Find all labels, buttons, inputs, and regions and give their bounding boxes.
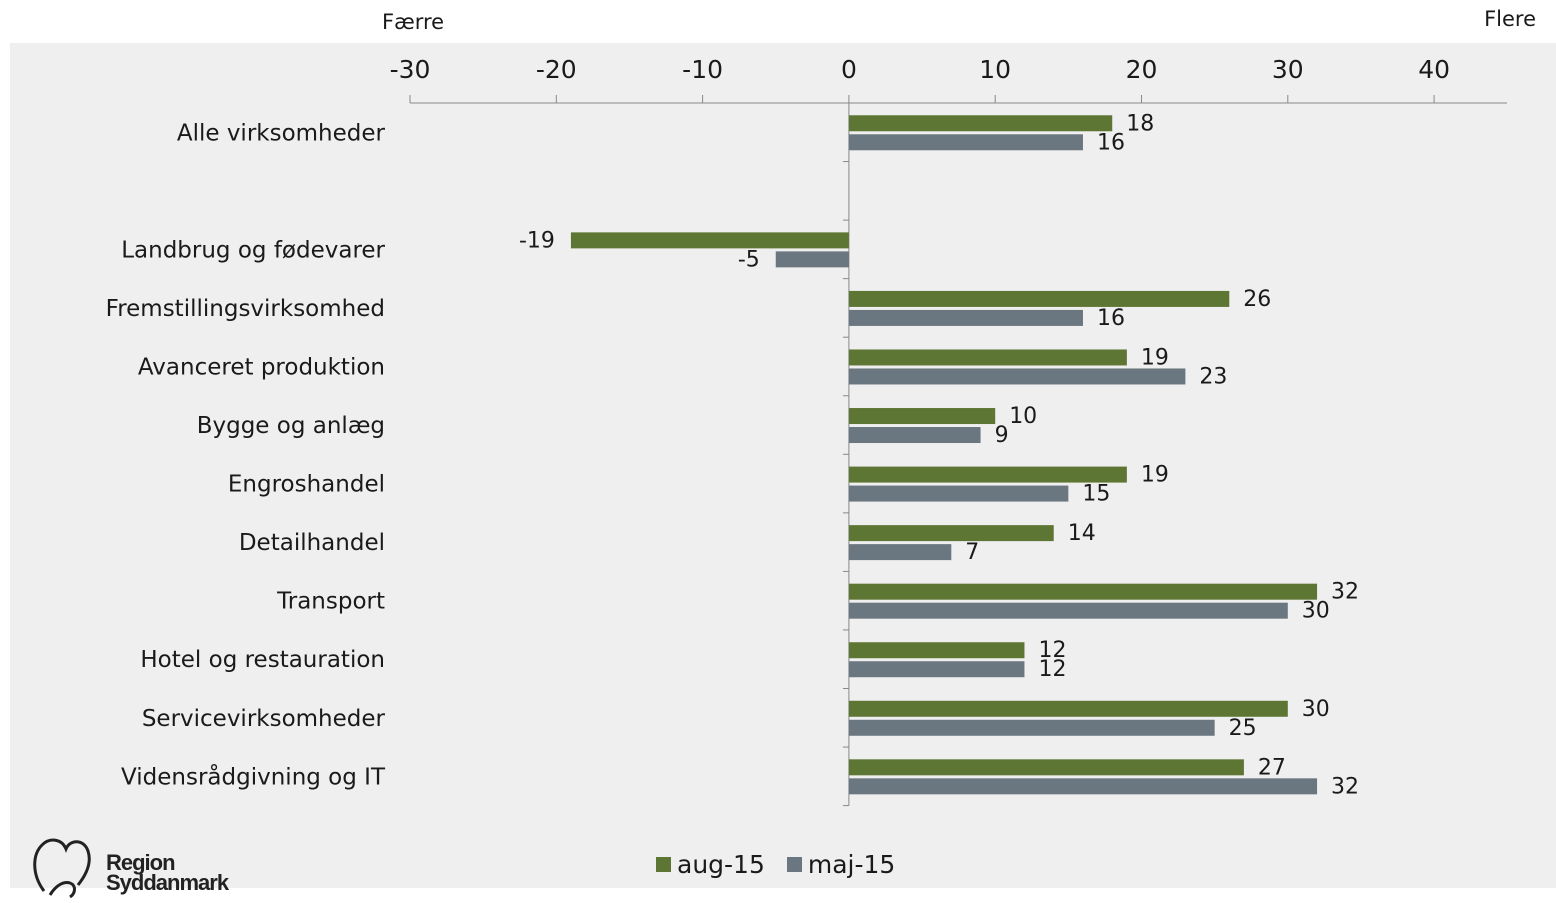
legend-label-maj: maj-15 [807,850,896,879]
legend-swatch-maj [786,857,802,872]
logo: Region Syddanmark [30,835,230,899]
logo-line-2: Syddanmark [106,870,229,895]
category-label: Servicevirksomheder [142,706,386,732]
data-label: 30 [1302,697,1330,722]
bar-aug [848,290,1230,307]
region-logo-icon [33,838,91,899]
legend: aug-15 maj-15 [656,850,917,879]
annotation-faerre: Færre [382,10,445,34]
bar-aug [570,232,849,249]
bar-aug [848,525,1054,542]
bar-maj [848,602,1288,619]
data-label: 32 [1331,580,1359,605]
bar-maj [848,368,1186,385]
legend-label-aug: aug-15 [677,850,765,879]
category-label: Alle virksomheder [177,120,386,146]
x-tick-label: -20 [536,55,577,84]
bar-maj [848,309,1083,326]
category-label: Vidensrådgivning og IT [121,762,386,790]
bar-aug [848,115,1113,132]
bar-aug [848,583,1318,600]
bar-maj [775,251,849,268]
bar-aug [848,642,1025,659]
category-label: Detailhandel [239,530,385,556]
x-tick-label: 40 [1418,55,1450,84]
bar-maj [848,661,1025,678]
category-label: Engroshandel [228,472,385,498]
category-label: Hotel og restauration [140,647,385,673]
category-label: Landbrug og fødevarer [121,237,385,263]
bar-maj [848,427,981,444]
data-label: 16 [1097,306,1125,331]
bar-maj [848,544,952,561]
data-label: 12 [1038,657,1066,682]
legend-swatch-aug [656,857,671,872]
x-tick-label: 20 [1126,55,1158,84]
bar-aug [848,349,1127,366]
data-label: 27 [1258,755,1286,780]
x-tick-label: 30 [1272,55,1304,84]
data-label: 16 [1097,130,1125,155]
data-label: 9 [995,423,1009,448]
data-label: -19 [519,228,555,253]
x-tick-label: 10 [979,55,1011,84]
logo-line-1: Region [106,850,176,875]
data-label: -5 [738,247,760,272]
category-label: Avanceret produktion [138,354,385,380]
plot-area [10,43,1556,888]
data-label: 26 [1243,287,1271,312]
bar-aug [848,466,1127,483]
annotation-flere: Flere [1484,7,1536,31]
bar-aug [848,700,1288,717]
bar-maj [848,485,1069,502]
data-label: 19 [1141,345,1169,370]
bar-maj [848,778,1318,795]
data-label: 23 [1199,364,1227,389]
data-label: 25 [1229,716,1257,741]
data-label: 18 [1126,111,1154,136]
bar-aug [848,759,1244,776]
bar-maj [848,134,1083,151]
x-tick-label: -10 [682,55,723,84]
data-label: 10 [1009,404,1037,429]
legend-item-aug[interactable]: aug-15 [656,850,765,879]
x-tick-label: -30 [390,55,431,84]
category-label: Fremstillingsvirksomhed [106,296,385,322]
category-label: Bygge og anlæg [197,413,385,439]
data-label: 7 [965,540,979,565]
data-label: 14 [1068,521,1096,546]
bar-maj [848,719,1215,736]
logo-text: Region Syddanmark [106,850,229,895]
legend-item-maj[interactable]: maj-15 [786,850,896,879]
data-label: 30 [1302,599,1330,624]
data-label: 15 [1082,482,1110,507]
x-tick-label: 0 [841,55,857,84]
data-label: 19 [1141,463,1169,488]
data-label: 32 [1331,774,1359,799]
category-label: Transport [276,589,385,615]
bar-aug [848,408,996,425]
data-label: 12 [1038,638,1066,663]
